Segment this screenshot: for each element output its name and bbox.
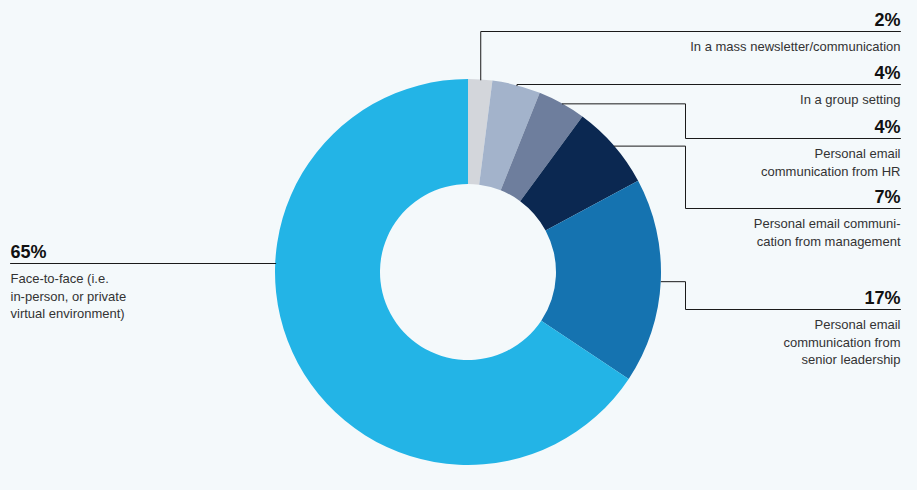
svg-text:2%: 2%	[874, 10, 900, 30]
svg-text:7%: 7%	[874, 187, 900, 207]
svg-text:17%: 17%	[864, 288, 900, 308]
svg-text:4%: 4%	[874, 63, 900, 83]
svg-text:In a mass newsletter/communica: In a mass newsletter/communication	[690, 39, 900, 54]
svg-text:Face-to-face (i.e.in-person, o: Face-to-face (i.e.in-person, or privatev…	[11, 271, 127, 321]
svg-text:In a group setting: In a group setting	[800, 92, 900, 107]
svg-text:4%: 4%	[874, 117, 900, 137]
svg-text:Personal emailcommunication fr: Personal emailcommunication from HR	[761, 146, 901, 179]
svg-text:Personal email communi-cation: Personal email communi-cation from manag…	[754, 216, 901, 249]
svg-text:65%: 65%	[11, 242, 47, 262]
svg-text:Personal emailcommunication fr: Personal emailcommunication fromsenior l…	[783, 317, 900, 367]
